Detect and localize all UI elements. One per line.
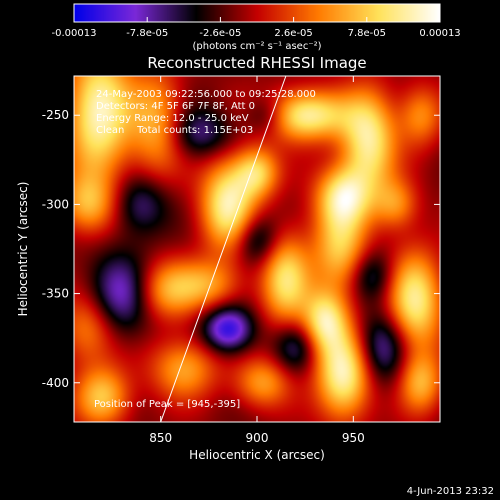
colorbar-unit-label: (photons cm⁻² s⁻¹ asec⁻²) xyxy=(192,41,321,52)
colorbar-tick-label: 0.00013 xyxy=(419,28,460,39)
y-tick-label: -400 xyxy=(42,376,69,390)
colorbar-tick-label: -7.8e-05 xyxy=(126,28,168,39)
colorbar-tick-label: -2.6e-05 xyxy=(199,28,241,39)
annotation-energy-range: Energy Range: 12.0 - 25.0 keV xyxy=(96,113,249,124)
colorbar: -0.00013 -7.8e-05 -2.6e-05 2.6e-05 7.8e-05 0.… xyxy=(52,3,461,52)
chart-title: Reconstructed RHESSI Image xyxy=(147,54,366,72)
date-stamp: 4-Jun-2013 23:32 xyxy=(407,486,494,497)
annotations: 24-May-2003 09:22:56.000 to 09:25:28.000… xyxy=(94,89,316,410)
y-tick-label: -250 xyxy=(42,108,69,122)
colorbar-ticks: -0.00013 -7.8e-05 -2.6e-05 2.6e-05 7.8e-05 0.… xyxy=(52,17,461,39)
annotation-clean-counts: Clean Total counts: 1.15E+03 xyxy=(96,125,253,136)
x-axis-label: Heliocentric X (arcsec) xyxy=(189,448,325,462)
x-tick-label: 850 xyxy=(149,431,172,445)
y-tick-label: -350 xyxy=(42,287,69,301)
annotation-time-range: 24-May-2003 09:22:56.000 to 09:25:28.000 xyxy=(96,89,316,100)
y-axis-label: Heliocentric Y (arcsec) xyxy=(16,182,30,317)
colorbar-tick-label: -0.00013 xyxy=(52,28,97,39)
colorbar-frame xyxy=(73,3,441,23)
colorbar-tick-label: 2.6e-05 xyxy=(274,28,312,39)
x-tick-label: 950 xyxy=(342,431,365,445)
annotation-peak-position: Position of Peak = [945,-395] xyxy=(94,399,240,410)
y-axis-ticks: -250 -300 -350 -400 xyxy=(42,108,440,390)
x-tick-label: 900 xyxy=(246,431,269,445)
x-axis-ticks: 850 900 950 xyxy=(149,76,365,445)
y-tick-label: -300 xyxy=(42,197,69,211)
colorbar-gradient xyxy=(74,4,440,22)
heatmap-image xyxy=(74,76,440,422)
annotation-detectors: Detectors: 4F 5F 6F 7F 8F, Att 0 xyxy=(96,101,255,112)
colorbar-tick-label: 7.8e-05 xyxy=(348,28,386,39)
limb-line xyxy=(160,75,287,423)
